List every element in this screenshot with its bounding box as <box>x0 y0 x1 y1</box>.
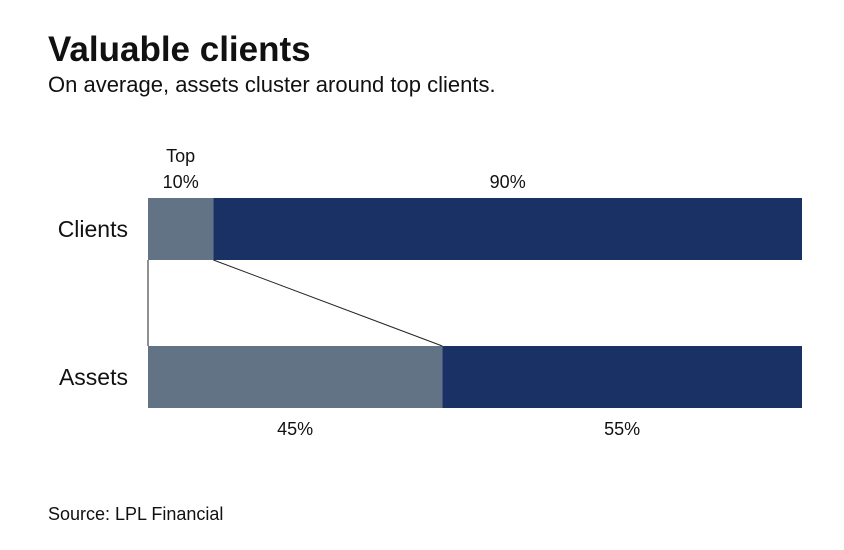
bar-segment <box>148 346 443 408</box>
category-label-assets: Assets <box>59 364 128 390</box>
bar-segment <box>148 198 214 260</box>
data-label: 55% <box>604 419 640 439</box>
category-label-clients: Clients <box>58 216 128 242</box>
data-label: 45% <box>277 419 313 439</box>
top-label: Top <box>166 146 195 166</box>
bar-segment <box>213 198 802 260</box>
source-note: Source: LPL Financial <box>48 504 224 524</box>
chart-subtitle: On average, assets cluster around top cl… <box>48 72 496 97</box>
connector-line <box>213 259 443 347</box>
bar-segment <box>442 346 802 408</box>
data-label: 10% <box>163 172 199 192</box>
chart-title: Valuable clients <box>48 30 311 69</box>
data-label: 90% <box>490 172 526 192</box>
